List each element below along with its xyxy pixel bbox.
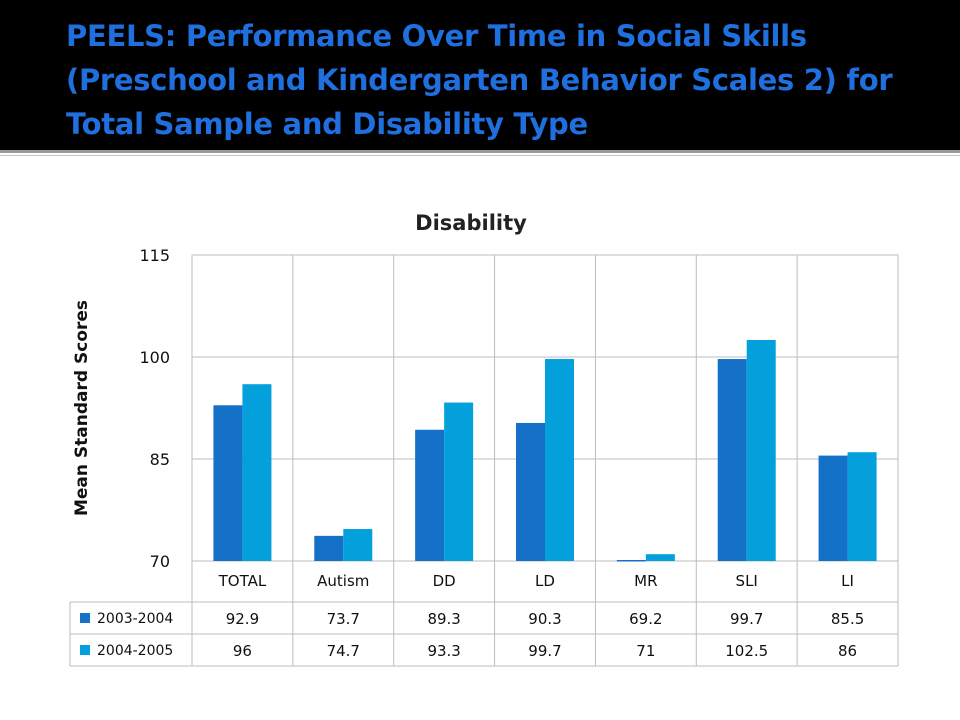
category-labels: TOTAL Autism DD LD MR SLI LI — [218, 572, 854, 590]
bar-dd-2004-2005 — [444, 402, 474, 561]
category-label-ld: LD — [535, 572, 555, 590]
data-label-autism-2004-2005: 74.7 — [327, 642, 360, 660]
data-label-sli-2004-2005: 102.5 — [725, 642, 768, 660]
data-label-dd-2004-2005: 93.3 — [427, 642, 460, 660]
data-label-total-2003-2004: 92.9 — [226, 610, 259, 628]
y-axis-label: Mean Standard Scores — [72, 300, 92, 516]
category-label-total: TOTAL — [218, 572, 267, 590]
category-label-li: LI — [841, 572, 854, 590]
chart-title: Disability — [415, 211, 527, 235]
bar-mr-2003-2004 — [616, 560, 646, 562]
data-label-mr-2004-2005: 71 — [636, 642, 655, 660]
data-label-total-2004-2005: 96 — [233, 642, 252, 660]
bar-total-2004-2005 — [242, 384, 272, 561]
y-tick-labels: 70 85 100 115 — [139, 246, 170, 571]
slide-title: PEELS: Performance Over Time in Social S… — [66, 14, 946, 146]
legend-key-2004-2005 — [80, 645, 90, 655]
data-label-autism-2003-2004: 73.7 — [327, 610, 360, 628]
legend-label-2004-2005: 2004-2005 — [97, 643, 173, 659]
slide-title-line-1: PEELS: Performance Over Time in Social S… — [66, 19, 807, 53]
data-table: 2003-2004 92.9 73.7 89.3 90.3 69.2 99.7 85.5 200… — [80, 610, 864, 660]
bar-li-2003-2004 — [818, 455, 848, 561]
bar-li-2004-2005 — [847, 452, 877, 561]
bar-mr-2004-2005 — [645, 554, 675, 561]
data-label-ld-2003-2004: 90.3 — [528, 610, 561, 628]
bar-ld-2003-2004 — [516, 422, 545, 561]
data-label-sli-2003-2004: 99.7 — [730, 610, 763, 628]
title-divider-thin — [0, 155, 960, 156]
y-tick-115: 115 — [139, 246, 170, 265]
category-label-mr: MR — [634, 572, 657, 590]
bar-sli-2003-2004 — [717, 359, 747, 561]
y-tick-100: 100 — [139, 348, 170, 367]
bar-series — [213, 340, 877, 562]
y-tick-85: 85 — [150, 450, 170, 469]
slide-title-line-3: Total Sample and Disability Type — [66, 107, 588, 141]
category-label-autism: Autism — [317, 572, 369, 590]
title-bar — [0, 0, 960, 150]
y-tick-70: 70 — [150, 552, 170, 571]
data-label-mr-2003-2004: 69.2 — [629, 610, 662, 628]
data-label-dd-2003-2004: 89.3 — [427, 610, 460, 628]
slide-title-line-2: (Preschool and Kindergarten Behavior Sca… — [66, 63, 893, 97]
bar-autism-2003-2004 — [314, 535, 344, 561]
bar-dd-2003-2004 — [415, 429, 445, 561]
legend-label-2003-2004: 2003-2004 — [97, 611, 173, 627]
data-label-ld-2004-2005: 99.7 — [528, 642, 561, 660]
category-label-sli: SLI — [736, 572, 758, 590]
data-label-li-2004-2005: 86 — [838, 642, 857, 660]
bar-ld-2004-2005 — [545, 359, 574, 561]
category-label-dd: DD — [433, 572, 456, 590]
data-label-li-2003-2004: 85.5 — [831, 610, 864, 628]
legend-key-2003-2004 — [80, 613, 90, 623]
title-divider — [0, 150, 960, 153]
bar-sli-2004-2005 — [746, 340, 776, 561]
bar-autism-2004-2005 — [343, 529, 373, 561]
bar-total-2003-2004 — [213, 405, 243, 561]
